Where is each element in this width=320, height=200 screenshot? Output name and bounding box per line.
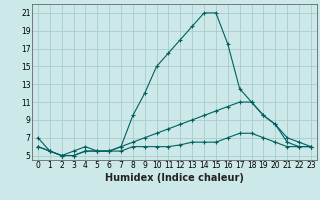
X-axis label: Humidex (Indice chaleur): Humidex (Indice chaleur) bbox=[105, 173, 244, 183]
